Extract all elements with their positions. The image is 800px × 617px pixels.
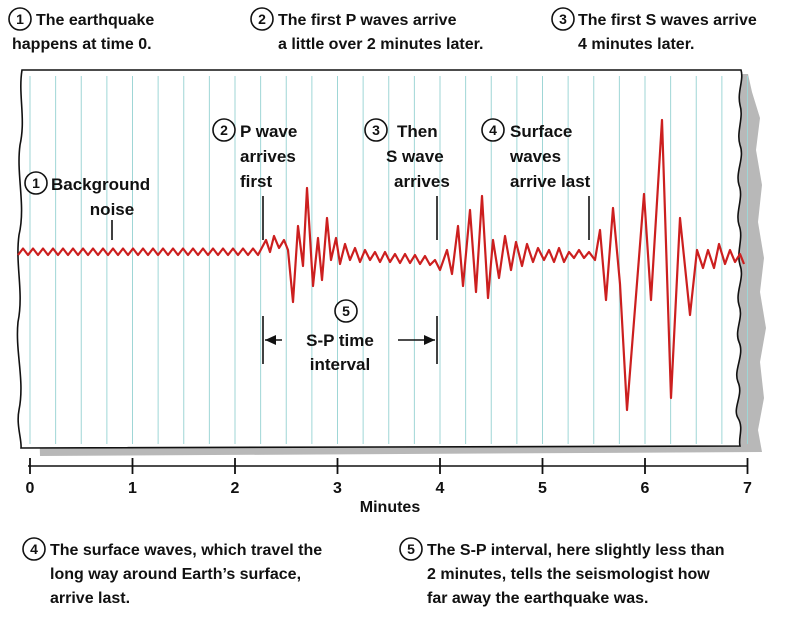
axis-tick-label: 0 <box>26 480 35 497</box>
svg-text:arrive last: arrive last <box>510 172 591 191</box>
svg-text:3: 3 <box>372 122 380 138</box>
axis-tick-label: 2 <box>231 480 240 497</box>
axis-tick-label: 4 <box>436 480 445 497</box>
svg-text:noise: noise <box>90 200 134 219</box>
svg-text:far away the earthquake was.: far away the earthquake was. <box>427 590 648 607</box>
svg-text:S wave: S wave <box>386 147 444 166</box>
svg-text:happens at time 0.: happens at time 0. <box>12 36 152 53</box>
axis-ticks: 0 1 2 3 4 5 6 7 <box>26 458 752 497</box>
svg-text:The first P waves arrive: The first P waves arrive <box>278 12 457 29</box>
svg-text:Then: Then <box>397 122 438 141</box>
svg-text:a little over 2 minutes later.: a little over 2 minutes later. <box>278 36 483 53</box>
svg-text:4: 4 <box>489 122 497 138</box>
svg-text:2 minutes, tells the seismolog: 2 minutes, tells the seismologist how <box>427 566 710 583</box>
axis-tick-label: 1 <box>128 480 137 497</box>
axis-tick-label: 5 <box>538 480 547 497</box>
svg-text:Background: Background <box>51 175 150 194</box>
svg-text:2: 2 <box>258 11 266 27</box>
svg-text:The S-P interval, here slightl: The S-P interval, here slightly less tha… <box>427 542 725 559</box>
bottom-note-5: 5 The S-P interval, here slightly less t… <box>399 537 725 607</box>
svg-text:arrive last.: arrive last. <box>50 590 130 607</box>
svg-text:S-P time: S-P time <box>306 331 374 350</box>
axis-tick-label: 7 <box>743 480 752 497</box>
svg-text:interval: interval <box>310 355 370 374</box>
svg-text:Surface: Surface <box>510 122 572 141</box>
svg-text:arrives: arrives <box>240 147 296 166</box>
svg-text:5: 5 <box>342 303 350 319</box>
svg-text:1: 1 <box>16 11 24 27</box>
svg-text:The first S waves arrive: The first S waves arrive <box>578 12 757 29</box>
svg-text:first: first <box>240 172 272 191</box>
top-note-3: 3 The first S waves arrive 4 minutes lat… <box>551 7 757 53</box>
axis-tick-label: 6 <box>641 480 650 497</box>
svg-text:P wave: P wave <box>240 122 297 141</box>
axis-tick-label: 3 <box>333 480 342 497</box>
svg-text:The surface waves, which trave: The surface waves, which travel the <box>50 542 322 559</box>
svg-text:4 minutes later.: 4 minutes later. <box>578 36 695 53</box>
background-noise-label: 1 Background noise <box>24 171 150 219</box>
svg-text:3: 3 <box>559 11 567 27</box>
sp-interval-label: 5 S-P time interval <box>306 299 374 374</box>
surface-waves-label: 4 Surface waves arrive last <box>481 118 591 191</box>
s-wave-label: 3 Then S wave arrives <box>364 118 450 191</box>
marker-number: 1 <box>32 175 40 191</box>
svg-text:The earthquake: The earthquake <box>36 12 154 29</box>
top-note-1: 1 The earthquake happens at time 0. <box>8 7 154 53</box>
p-wave-label: 2 P wave arrives first <box>212 118 297 191</box>
svg-text:2: 2 <box>220 122 228 138</box>
bottom-note-4: 4 The surface waves, which travel the lo… <box>22 537 322 607</box>
svg-text:arrives: arrives <box>394 172 450 191</box>
top-note-2: 2 The first P waves arrive a little over… <box>250 7 483 53</box>
seismogram-trace <box>17 118 746 412</box>
svg-text:waves: waves <box>509 147 561 166</box>
svg-text:4: 4 <box>30 541 38 557</box>
svg-text:long way around Earth’s surfac: long way around Earth’s surface, <box>50 566 301 583</box>
sp-interval-bracket <box>262 316 438 364</box>
axis-label: Minutes <box>360 499 421 516</box>
minutes-axis: 0 1 2 3 4 5 6 7 Minutes <box>26 458 752 516</box>
svg-text:5: 5 <box>407 541 415 557</box>
